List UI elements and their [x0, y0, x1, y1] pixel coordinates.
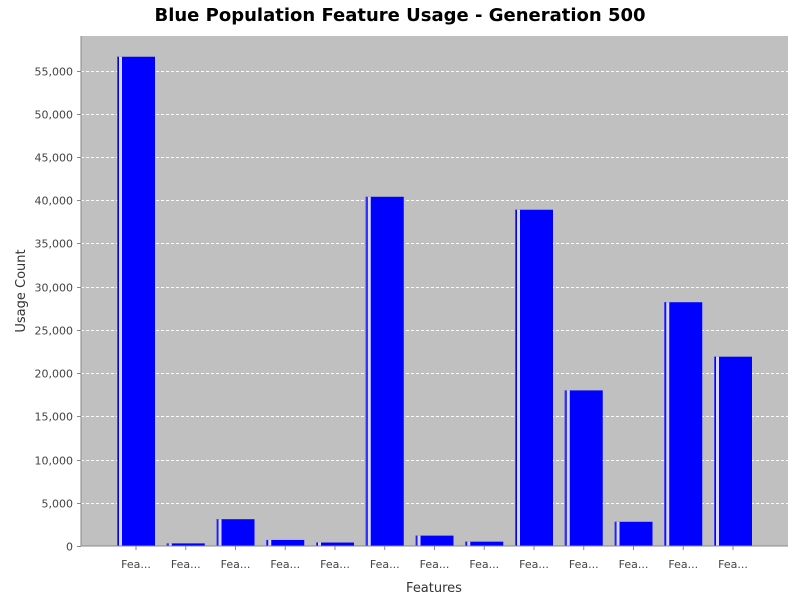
bar-edge — [266, 539, 268, 546]
bar-highlight — [716, 356, 719, 546]
bar-highlight — [318, 542, 321, 546]
x-tick-label: Fea... — [171, 558, 201, 571]
bar — [614, 521, 653, 546]
bar — [266, 539, 305, 546]
bar-body — [664, 302, 703, 546]
bar-edge — [515, 209, 516, 546]
bar — [664, 302, 703, 546]
bar-body — [465, 541, 504, 546]
bar-highlight — [616, 521, 620, 546]
x-tick-label: Fea... — [370, 558, 400, 571]
y-tick-label: 55,000 — [35, 66, 74, 79]
y-tick-label: 25,000 — [35, 325, 74, 338]
y-tick-label: 20,000 — [35, 368, 74, 381]
bar-highlight — [666, 302, 670, 546]
bar-body — [365, 196, 404, 546]
y-tick-label: 45,000 — [35, 152, 74, 165]
bar-edge — [415, 535, 417, 546]
bar — [365, 196, 404, 546]
x-tick-label: Fea... — [718, 558, 748, 571]
x-tick-label: Fea... — [420, 558, 450, 571]
bar-body — [117, 56, 155, 547]
bar-highlight — [218, 519, 222, 546]
bar — [415, 535, 454, 546]
bar-highlight — [367, 196, 371, 546]
chart-title: Blue Population Feature Usage - Generati… — [154, 5, 645, 26]
x-tick-label: Fea... — [121, 558, 151, 571]
bar-body — [714, 356, 752, 546]
x-axis-label: Features — [406, 581, 462, 596]
x-tick-label: Fea... — [619, 558, 649, 571]
bar-body — [316, 542, 354, 546]
bar — [117, 56, 155, 547]
bar-edge — [714, 356, 715, 546]
bar-highlight — [417, 535, 421, 546]
bar — [465, 541, 504, 546]
bar-edge — [166, 543, 168, 546]
x-tick-label: Fea... — [519, 558, 549, 571]
y-tick-label: 30,000 — [35, 282, 74, 295]
bar — [714, 356, 752, 546]
bar-body — [216, 519, 255, 546]
bar — [564, 390, 603, 546]
bar-highlight — [467, 541, 471, 546]
x-tick-label: Fea... — [270, 558, 300, 571]
bar-edge — [316, 542, 317, 546]
bar-body — [166, 543, 205, 546]
bar — [166, 543, 205, 546]
y-tick-label: 0 — [66, 541, 73, 554]
bar-body — [515, 209, 553, 546]
x-tick-label: Fea... — [469, 558, 499, 571]
bar-highlight — [566, 390, 570, 546]
grid-lines — [81, 71, 788, 504]
bar-body — [564, 390, 603, 546]
x-axis-ticks: Fea... Fea... Fea... Fea... Fea... Fea... Fea.… — [121, 546, 748, 571]
y-tick-label: 35,000 — [35, 238, 74, 251]
bar-edge — [216, 519, 218, 546]
bars — [117, 56, 752, 547]
y-axis-ticks: 0 5,000 10,000 15,000 20,000 25,000 30,000 35,0… — [35, 66, 81, 554]
y-tick-label: 10,000 — [35, 455, 74, 468]
y-tick-label: 15,000 — [35, 411, 74, 424]
bar-highlight — [168, 543, 172, 546]
x-tick-label: Fea... — [320, 558, 350, 571]
bar-edge — [614, 521, 616, 546]
bar-highlight — [517, 209, 520, 546]
bar-edge — [465, 541, 467, 546]
bar-body — [614, 521, 653, 546]
bar-body — [266, 539, 305, 546]
bar — [515, 209, 553, 546]
bar — [216, 519, 255, 546]
y-tick-label: 5,000 — [42, 498, 74, 511]
bar-body — [415, 535, 454, 546]
x-tick-label: Fea... — [221, 558, 251, 571]
x-tick-label: Fea... — [569, 558, 599, 571]
bar-edge — [365, 196, 367, 546]
bar-edge — [664, 302, 666, 546]
y-tick-label: 40,000 — [35, 195, 74, 208]
bar-highlight — [268, 539, 272, 546]
y-axis-label: Usage Count — [14, 249, 29, 332]
bar-edge — [564, 390, 566, 546]
bar — [316, 542, 354, 546]
x-tick-label: Fea... — [668, 558, 698, 571]
y-tick-label: 50,000 — [35, 109, 74, 122]
bar-highlight — [119, 56, 122, 547]
bar-edge — [117, 56, 118, 547]
